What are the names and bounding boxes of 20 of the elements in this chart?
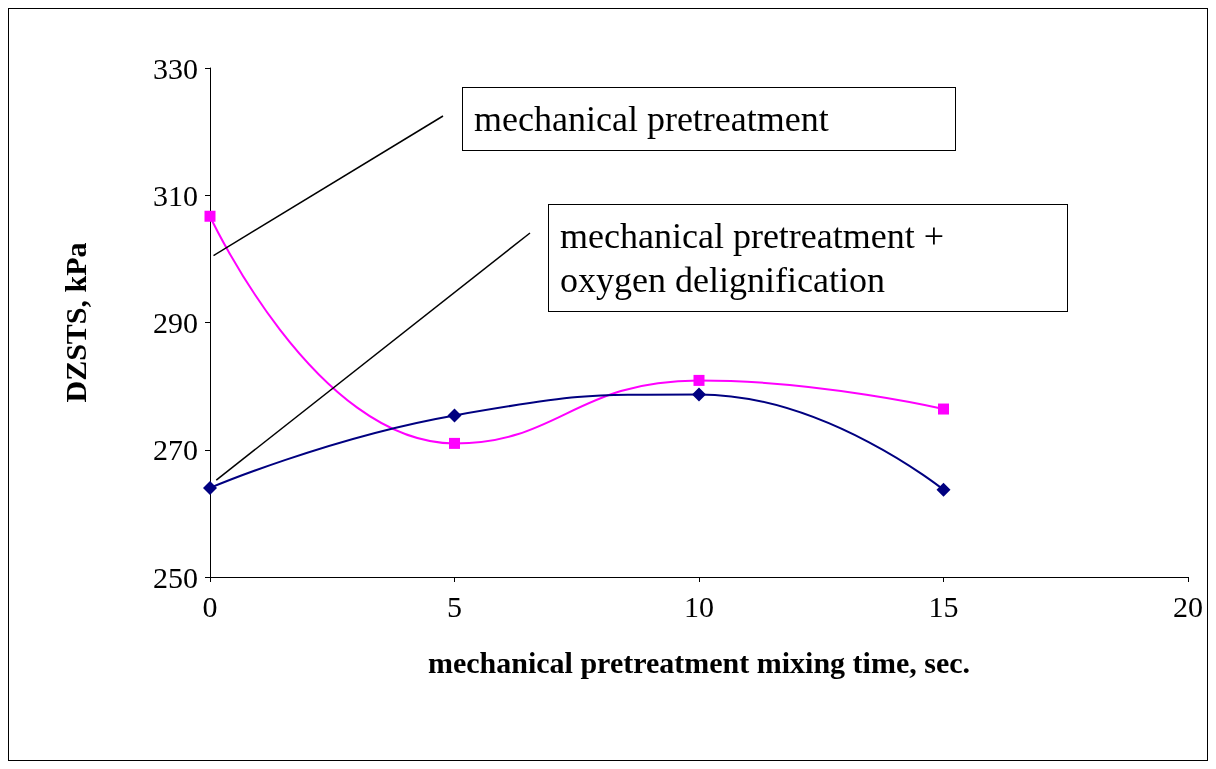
x-tick-label: 20 <box>1173 589 1203 623</box>
y-tick-label: 250 <box>153 560 198 594</box>
y-tick-label: 290 <box>153 306 198 339</box>
y-axis-title: DZSTS, kPa <box>58 242 92 403</box>
y-tick-label: 330 <box>153 51 198 85</box>
point <box>938 403 949 415</box>
x-axis-title: mechanical pretreatment mixing time, sec. <box>427 645 971 679</box>
point <box>203 480 217 495</box>
point <box>936 482 951 497</box>
x-tick-label: 0 <box>202 589 218 623</box>
point <box>204 210 216 222</box>
point <box>449 437 460 449</box>
point <box>693 374 705 386</box>
y-tick-label: 270 <box>153 433 198 467</box>
y-tick-label: 310 <box>153 178 198 212</box>
x-tick-label: 15 <box>928 589 959 623</box>
point <box>692 387 706 402</box>
x-tick-label: 10 <box>684 589 714 623</box>
point <box>447 408 462 423</box>
x-tick-label: 5 <box>447 589 462 623</box>
